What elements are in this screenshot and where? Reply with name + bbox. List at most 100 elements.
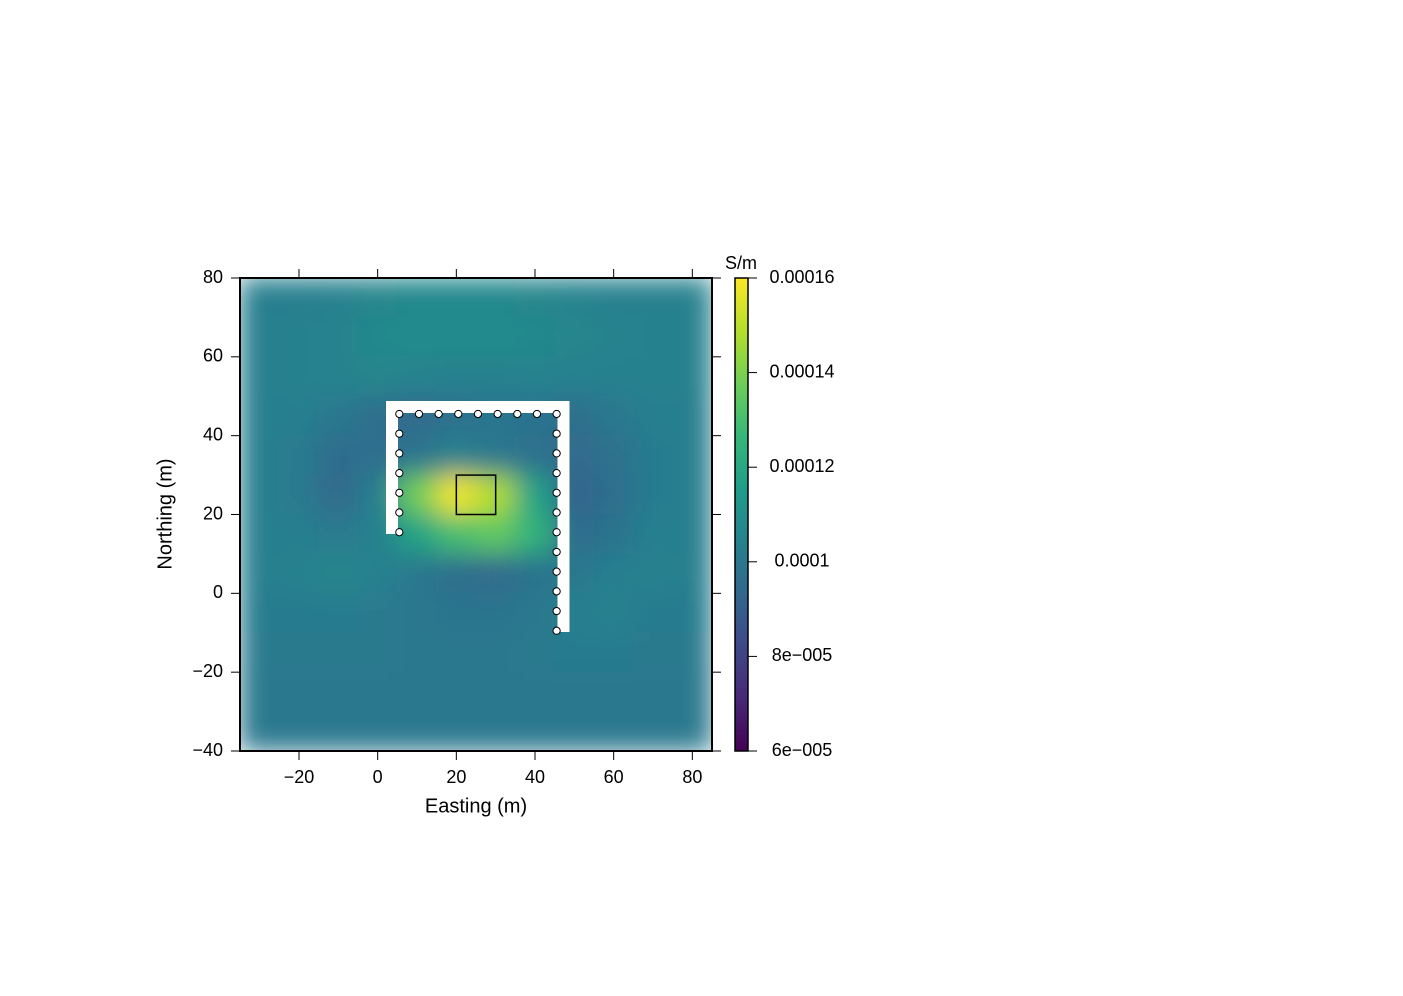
electrode xyxy=(395,429,404,438)
survey-line xyxy=(386,401,570,632)
heat-cell xyxy=(436,592,477,634)
heat-cell xyxy=(632,632,674,673)
heat-cell xyxy=(240,553,280,594)
heat-cell xyxy=(278,395,320,437)
heat-cell xyxy=(475,316,516,358)
heat-cell xyxy=(672,632,712,673)
heat-cell xyxy=(554,356,595,397)
heat-cell xyxy=(554,711,595,751)
heat-cell xyxy=(357,316,398,358)
heat-cell xyxy=(632,592,674,634)
heat-cell xyxy=(357,592,398,634)
heat-cell xyxy=(672,278,712,318)
heat-cell xyxy=(514,553,556,594)
heat-cell xyxy=(318,671,359,713)
heat-cell xyxy=(396,356,438,397)
heat-cell xyxy=(672,592,712,634)
heat-cell xyxy=(318,711,359,751)
heat-cell xyxy=(278,592,320,634)
heat-cell xyxy=(593,316,634,358)
colorbar-tick-label: 6e−005 xyxy=(772,740,833,760)
heat-cell xyxy=(632,395,674,437)
heat-cell xyxy=(436,435,477,476)
electrode xyxy=(532,409,542,419)
electrode xyxy=(395,409,404,419)
heat-cell xyxy=(318,474,359,515)
heat-cell xyxy=(514,316,556,358)
y-tick-label: 40 xyxy=(203,424,223,444)
heat-cell xyxy=(240,474,280,515)
colorbar-tick-label: 0.00012 xyxy=(769,456,834,476)
heat-cell xyxy=(514,632,556,673)
colorbar-tick-label: 0.00016 xyxy=(769,267,834,287)
heat-cell xyxy=(593,632,634,673)
heat-cell xyxy=(240,316,280,358)
heat-cell xyxy=(396,435,438,476)
heat-cell xyxy=(514,278,556,318)
heat-cell xyxy=(632,474,674,515)
heat-cell xyxy=(318,514,359,555)
y-tick-label: −40 xyxy=(192,740,223,760)
heat-cell xyxy=(396,592,438,634)
heat-cell xyxy=(278,474,320,515)
electrode xyxy=(493,409,502,419)
heat-cell xyxy=(240,435,280,476)
heat-cell xyxy=(396,553,438,594)
heat-cell xyxy=(357,711,398,751)
heat-cell xyxy=(396,316,438,358)
heat-cell xyxy=(475,356,516,397)
electrode xyxy=(552,488,561,497)
heat-cell xyxy=(396,711,438,751)
heat-cell xyxy=(593,553,634,594)
heat-cell xyxy=(357,553,398,594)
heat-cell xyxy=(475,435,516,476)
heat-cell xyxy=(475,592,516,634)
heat-cell xyxy=(240,711,280,751)
x-tick-label: −20 xyxy=(284,767,315,787)
heat-cell xyxy=(318,435,359,476)
heat-cell xyxy=(475,671,516,713)
heat-cell xyxy=(672,435,712,476)
heat-cell xyxy=(632,435,674,476)
electrode xyxy=(395,508,404,517)
heat-cell xyxy=(278,435,320,476)
heat-cell xyxy=(514,592,556,634)
heat-cell xyxy=(632,356,674,397)
electrode xyxy=(552,528,561,537)
heat-cell xyxy=(436,632,477,673)
electrode xyxy=(414,409,424,419)
heat-cell xyxy=(475,553,516,594)
heat-cell xyxy=(514,671,556,713)
heat-cell xyxy=(554,632,595,673)
heat-cell xyxy=(554,278,595,318)
electrode xyxy=(552,626,561,635)
electrode xyxy=(395,528,404,537)
heat-cell xyxy=(672,316,712,358)
heat-cell xyxy=(278,278,320,318)
electrode xyxy=(395,449,404,458)
heat-cell xyxy=(593,514,634,555)
heat-cell xyxy=(593,356,634,397)
y-axis-title: Northing (m) xyxy=(154,458,176,569)
electrode xyxy=(395,469,404,478)
heat-cell xyxy=(318,316,359,358)
heat-cell xyxy=(514,514,556,555)
y-tick-label: −20 xyxy=(192,661,223,681)
x-axis-title: Easting (m) xyxy=(425,795,527,817)
electrode xyxy=(395,488,404,497)
heat-cell xyxy=(240,356,280,397)
heat-cell xyxy=(593,474,634,515)
heat-cell xyxy=(278,553,320,594)
heat-cell xyxy=(514,356,556,397)
heat-cell xyxy=(278,316,320,358)
heat-cell xyxy=(278,671,320,713)
x-tick-label: 0 xyxy=(373,767,383,787)
heat-cell xyxy=(554,671,595,713)
y-tick-label: 60 xyxy=(203,346,223,366)
heat-cell xyxy=(240,592,280,634)
heat-cell xyxy=(436,316,477,358)
heat-cell xyxy=(396,278,438,318)
electrode xyxy=(434,409,443,419)
